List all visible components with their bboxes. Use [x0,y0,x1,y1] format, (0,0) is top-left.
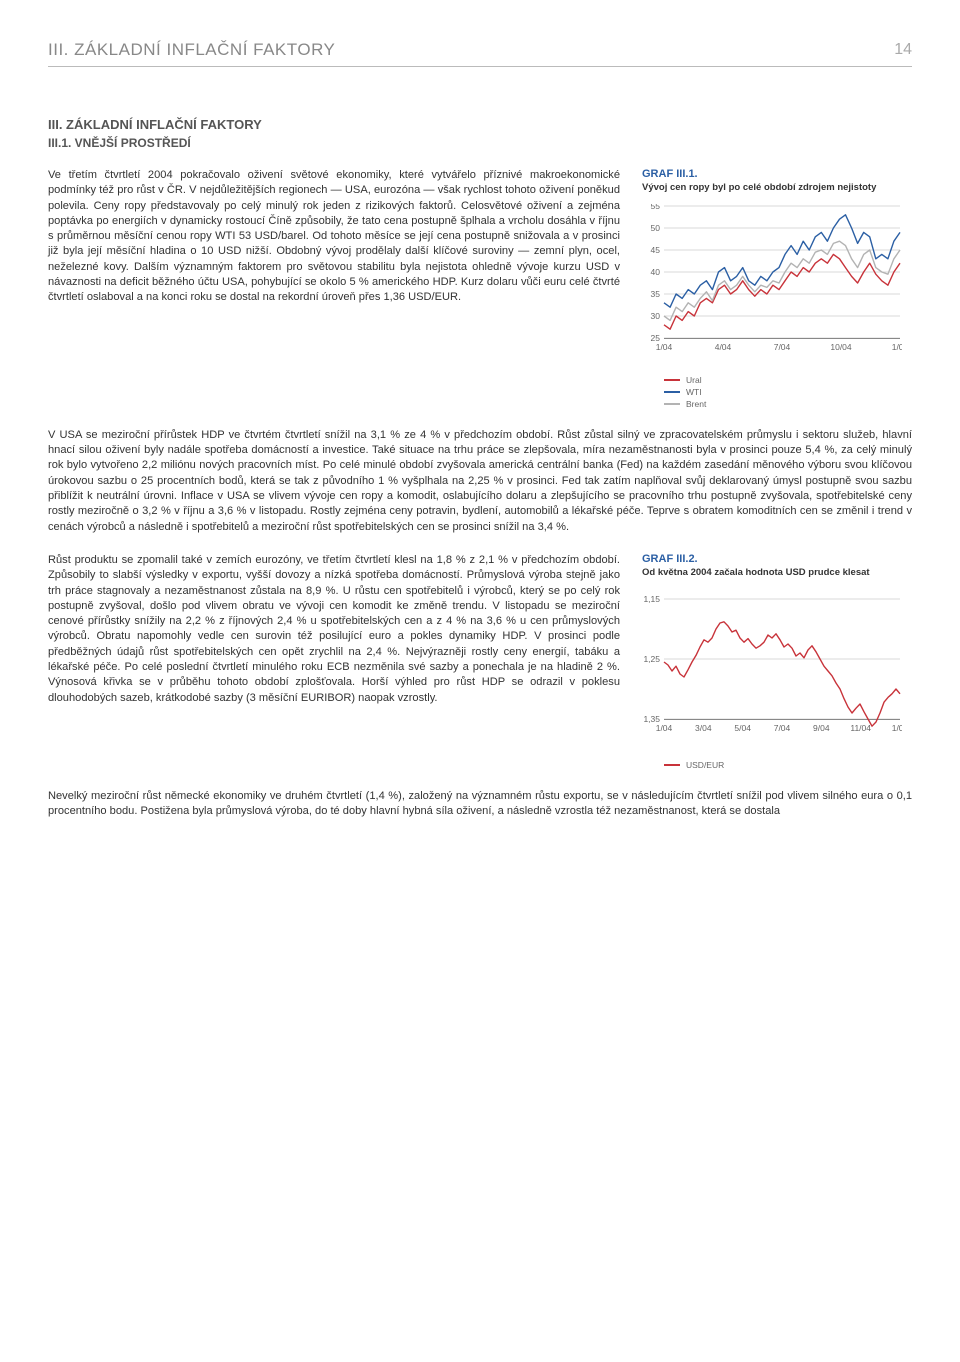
chart-2-subtitle: Od května 2004 začala hodnota USD prudce… [642,567,912,579]
chart-1-legend: Ural WTI Brent [664,374,912,410]
legend-label: WTI [686,387,702,397]
svg-text:9/04: 9/04 [813,723,830,733]
legend-label: Ural [686,375,702,385]
svg-text:45: 45 [651,245,661,255]
paragraph-2: V USA se meziroční přírůstek HDP ve čtvr… [48,428,912,535]
svg-text:7/04: 7/04 [774,342,791,352]
svg-text:1/05: 1/05 [892,342,902,352]
chart-1-plot: 253035404550551/044/047/0410/041/05 [642,204,912,368]
chart-1-title: GRAF III.1. [642,168,912,180]
svg-text:3/04: 3/04 [695,723,712,733]
chart-2-container: GRAF III.2. Od května 2004 začala hodnot… [642,553,912,771]
svg-text:1/05: 1/05 [892,723,902,733]
paragraph-4: Nevelký meziroční růst německé ekonomiky… [48,789,912,820]
row-1: Ve třetím čtvrtletí 2004 pokračovalo oži… [48,168,912,410]
chart-1-subtitle: Vývoj cen ropy byl po celé období zdroje… [642,182,912,194]
svg-text:1,15: 1,15 [643,594,660,604]
paragraph-3: Růst produktu se zpomalil také v zemích … [48,553,620,771]
svg-text:1/04: 1/04 [656,723,673,733]
svg-text:10/04: 10/04 [830,342,852,352]
svg-text:35: 35 [651,289,661,299]
legend-item: Ural [664,374,912,386]
svg-text:1,25: 1,25 [643,654,660,664]
chapter-header: III. ZÁKLADNÍ INFLAČNÍ FAKTORY 14 [48,40,912,67]
legend-swatch [664,379,680,381]
paragraph-1: Ve třetím čtvrtletí 2004 pokračovalo oži… [48,168,620,410]
chart-1-container: GRAF III.1. Vývoj cen ropy byl po celé o… [642,168,912,410]
legend-label: USD/EUR [686,760,724,770]
svg-text:7/04: 7/04 [774,723,791,733]
svg-text:55: 55 [651,204,661,211]
svg-text:4/04: 4/04 [715,342,732,352]
svg-text:50: 50 [651,223,661,233]
legend-item: Brent [664,398,912,410]
chart-2-title: GRAF III.2. [642,553,912,565]
page-number: 14 [894,41,912,59]
svg-text:11/04: 11/04 [850,723,871,733]
legend-swatch [664,391,680,393]
svg-text:1/04: 1/04 [656,342,673,352]
chapter-title: III. ZÁKLADNÍ INFLAČNÍ FAKTORY [48,40,876,60]
row-2: Růst produktu se zpomalil také v zemích … [48,553,912,771]
legend-item: USD/EUR [664,759,912,771]
legend-label: Brent [686,399,706,409]
legend-item: WTI [664,386,912,398]
section-subtitle: III.1. VNĚJŠÍ PROSTŘEDÍ [48,136,912,150]
chart-2-plot: 1,151,251,351/043/045/047/049/0411/041/0… [642,589,912,753]
legend-swatch [664,764,680,766]
chart-2-legend: USD/EUR [664,759,912,771]
svg-text:40: 40 [651,267,661,277]
svg-text:30: 30 [651,311,661,321]
svg-text:5/04: 5/04 [734,723,751,733]
legend-swatch [664,403,680,405]
section-title: III. ZÁKLADNÍ INFLAČNÍ FAKTORY [48,117,912,132]
